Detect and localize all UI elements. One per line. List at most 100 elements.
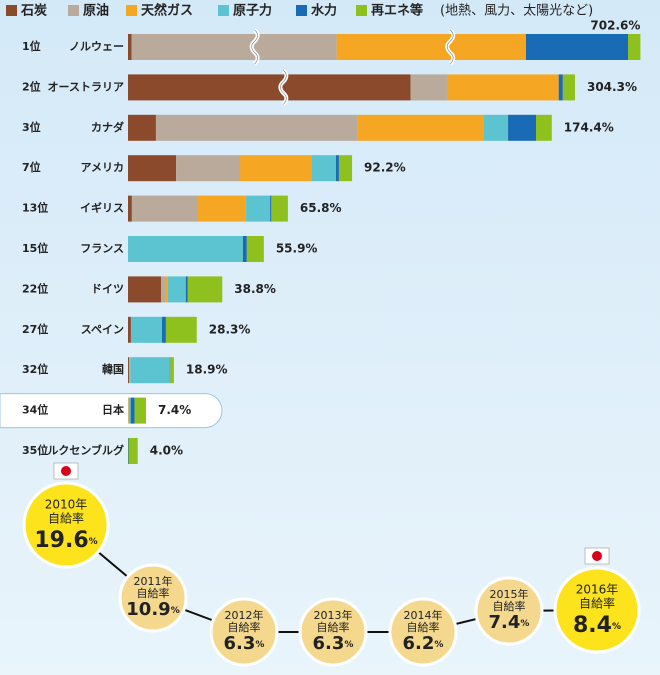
year-label: 2015年 [490,587,529,601]
bar-segment [155,114,358,141]
bar-segment [357,114,484,141]
bar-segment [197,195,247,222]
value-label: 4.0% [150,444,183,458]
legend-swatch [296,5,307,16]
axis-break-edge [251,29,258,65]
bar-segment [628,34,641,60]
bar-segment [271,195,288,222]
bar-segment [128,397,129,424]
value-label: 174.4% [564,120,614,134]
bar-segment [128,276,162,303]
rate-circle [209,597,279,667]
category-label: オーストラリア [48,80,124,93]
bar-segment [128,155,177,182]
rate-caption: 自給率 [493,599,526,613]
rate-caption: 自給率 [317,620,350,634]
rate-value: 10.9% [126,599,179,620]
rate-number: 6.3 [224,633,256,654]
rate-unit: % [255,640,264,650]
bar-segment [165,316,197,343]
bar-segment [336,155,339,182]
bar-segment [128,74,411,101]
bar-segment [562,74,575,101]
year-label: 2016年 [576,583,619,597]
flag-sun [592,551,602,561]
bar-segment [128,34,132,60]
bar-segment [128,438,138,464]
bar-segment [270,195,272,222]
bar-segment [164,276,168,303]
value-label: 28.3% [209,322,251,336]
category-label: スペイン [81,323,124,336]
rate-caption: 自給率 [137,586,170,600]
rate-circle [118,563,188,633]
bar-segment [242,236,247,262]
bar-segment [128,114,156,141]
bar-segment [246,195,271,222]
axis-break-edge [446,29,454,65]
rate-caption: 自給率 [579,596,615,611]
value-label: 7.4% [158,403,191,417]
year-label: 2011年 [134,574,173,588]
bar-segment [130,397,135,424]
bar-segment [336,34,526,60]
axis-break-edge [280,70,287,105]
rate-circle [474,576,544,646]
rate-unit: % [171,606,180,616]
rate-unit: % [434,640,443,650]
bar-segment [311,155,337,182]
value-label: 55.9% [276,242,318,256]
bar-segment [167,276,186,303]
bar-segment [525,34,629,60]
legend-label: 石炭 [20,3,47,19]
bar-segment [162,316,166,343]
rate-value: 6.3% [313,633,354,654]
year-label: 2010年 [45,498,88,512]
legend: 石炭 原油 天然ガス 原子力 水力 再エネ等 (地熱、風力、太陽光など) [6,3,593,19]
rank-label: 1位 [22,39,41,53]
value-label: 92.2% [364,161,406,175]
category-label: フランス [80,242,124,255]
rate-number: 10.9 [126,599,170,620]
bar-segment [128,236,243,262]
bar-segment [558,74,563,101]
legend-label: 原油 [83,3,109,19]
bar-segment [535,114,552,141]
value-label: 702.6% [590,19,640,33]
legend-swatch [356,5,367,16]
legend-label: 天然ガス [141,3,193,19]
rank-label: 2位 [22,79,41,93]
rate-value: 19.6% [34,528,97,553]
flag-sun [61,466,71,476]
rank-label: 3位 [22,120,41,134]
category-label: ドイツ [91,282,124,295]
category-label: ノルウェー [69,40,124,53]
bar-segment [508,114,536,141]
rate-caption: 自給率 [407,620,440,634]
year-label: 2014年 [404,608,443,622]
rate-value: 7.4% [489,612,530,633]
bar-segment [170,357,174,384]
value-label: 18.9% [186,363,228,377]
year-label: 2012年 [225,608,264,622]
rate-number: 19.6 [34,528,88,553]
rate-unit: % [89,537,98,547]
rank-label: 22位 [22,281,48,295]
rank-label: 15位 [22,241,48,255]
rate-number: 8.4 [573,613,612,638]
bar-segment [128,316,131,343]
rate-value: 6.2% [403,633,444,654]
bar-segment [128,195,132,222]
category-label: アメリカ [81,161,124,174]
rate-value: 6.3% [224,633,265,654]
rate-circle [22,481,110,569]
rate-circle [298,597,368,667]
legend-swatch [126,5,137,16]
value-label: 304.3% [587,80,637,94]
category-label: 韓国 [102,362,124,376]
bar-segment [240,155,312,182]
bar-segment [185,276,188,303]
legend-swatch [68,5,79,16]
legend-note: (地熱、風力、太陽光など) [440,4,593,19]
